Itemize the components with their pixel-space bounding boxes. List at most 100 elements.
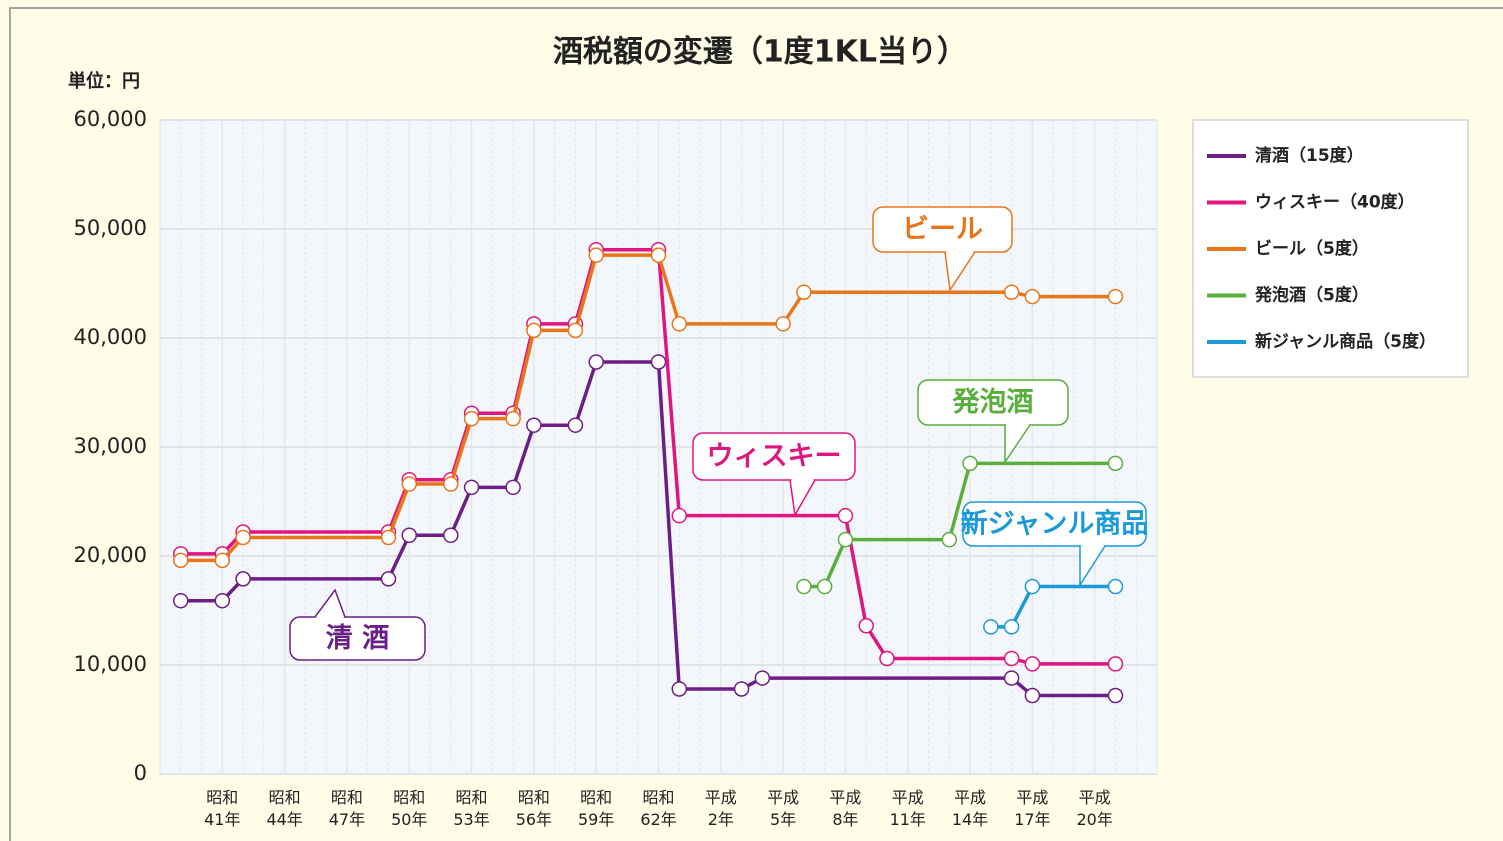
point-marker (1003, 619, 1020, 635)
x-tick-label: 昭和 41年 (204, 788, 240, 829)
x-tick-label: 平成 20年 (1077, 788, 1113, 829)
point-marker (1107, 455, 1124, 472)
point-marker (650, 247, 667, 263)
point-marker (1107, 578, 1124, 595)
chart-title: 酒税額の変遷（1度1KL当り） (553, 35, 967, 70)
y-tick-label: 40,000 (74, 325, 147, 349)
point-marker (526, 322, 542, 339)
point-marker (235, 529, 251, 546)
point-marker (733, 681, 750, 697)
x-tick-label: 平成 17年 (1014, 788, 1050, 829)
point-marker (235, 571, 251, 587)
point-marker (443, 476, 459, 492)
x-tick-label: 昭和 47年 (329, 788, 365, 829)
point-marker (1024, 687, 1041, 704)
point-marker (671, 507, 688, 524)
y-tick-label: 30,000 (74, 434, 147, 458)
point-marker (505, 410, 521, 427)
point-marker (526, 417, 542, 433)
x-tick-label: 平成 2年 (705, 788, 737, 829)
point-marker (214, 552, 231, 569)
x-tick-label: 平成 8年 (829, 788, 861, 829)
point-marker (1003, 284, 1020, 300)
point-marker (401, 476, 417, 492)
y-tick-label: 60,000 (74, 107, 147, 131)
point-marker (1024, 656, 1041, 672)
point-marker (796, 578, 812, 595)
point-marker (1003, 670, 1020, 686)
point-marker (858, 618, 874, 634)
point-marker (775, 316, 791, 332)
callout-pointer (944, 251, 976, 293)
point-marker (1107, 656, 1124, 672)
point-marker (837, 531, 854, 548)
callout-box (872, 206, 1013, 253)
series-line (180, 253, 1116, 563)
point-marker (463, 479, 480, 496)
callout-box (917, 379, 1069, 426)
callout-label: ビール (902, 214, 983, 245)
point-marker (214, 592, 231, 609)
callout-pointer (314, 588, 346, 618)
x-tick-label: 昭和 59年 (578, 788, 614, 829)
legend-label: ビール（5度） (1255, 238, 1369, 259)
point-marker (173, 592, 189, 609)
x-tick-label: 昭和 44年 (266, 788, 302, 829)
callout-box (692, 432, 856, 481)
x-tick-label: 昭和 53年 (453, 788, 489, 829)
callout-label: 新ジャンル商品 (961, 508, 1149, 540)
y-tick-label: 10,000 (74, 652, 147, 676)
point-marker (443, 527, 459, 544)
callout-box (962, 501, 1147, 547)
point-marker (941, 531, 958, 548)
legend-label: 清酒（15度） (1255, 145, 1364, 166)
x-tick-label: 昭和 50年 (391, 788, 427, 829)
point-marker (671, 316, 688, 332)
point-marker (650, 354, 667, 370)
y-tick-label: 20,000 (74, 543, 147, 567)
x-tick-label: 昭和 56年 (516, 788, 552, 829)
series-line (990, 584, 1116, 629)
frame (9, 7, 1503, 841)
point-marker (380, 529, 397, 546)
point-marker (837, 507, 854, 524)
x-tick-label: 平成 14年 (952, 788, 988, 829)
point-marker (816, 578, 833, 595)
point-marker (1024, 288, 1041, 305)
point-marker (754, 670, 771, 686)
point-marker (588, 354, 604, 370)
point-marker (588, 247, 604, 263)
unit-label: 単位：円 (68, 70, 140, 92)
point-marker (567, 322, 584, 339)
callout-pointer (1079, 545, 1106, 588)
callout-box (289, 616, 426, 661)
series-line (180, 360, 1116, 698)
callout-pointer (789, 479, 816, 518)
x-tick-label: 平成 5年 (767, 788, 799, 829)
point-marker (173, 552, 189, 569)
point-marker (1003, 650, 1020, 667)
point-marker (505, 479, 521, 496)
point-marker (380, 571, 397, 587)
point-marker (983, 619, 999, 635)
point-marker (1107, 687, 1124, 704)
point-marker (671, 681, 688, 697)
point-marker (401, 527, 417, 544)
point-marker (796, 284, 812, 300)
y-tick-label: 50,000 (74, 216, 147, 240)
y-tick-label: 0 (134, 761, 147, 785)
callout-label: ウィスキー (707, 441, 842, 472)
point-marker (567, 417, 584, 433)
callout-label: 清 酒 (326, 623, 389, 654)
point-marker (463, 410, 480, 427)
point-marker (962, 455, 978, 472)
x-tick-label: 平成 11年 (890, 788, 926, 829)
point-marker (879, 650, 895, 667)
callout-pointer (1004, 424, 1031, 465)
x-tick-label: 昭和 62年 (640, 788, 676, 829)
point-marker (1024, 578, 1041, 595)
callout-label: 発泡酒 (952, 386, 1034, 418)
legend-label: 発泡酒（5度） (1254, 285, 1369, 306)
legend-label: ウィスキー（40度） (1255, 192, 1415, 213)
